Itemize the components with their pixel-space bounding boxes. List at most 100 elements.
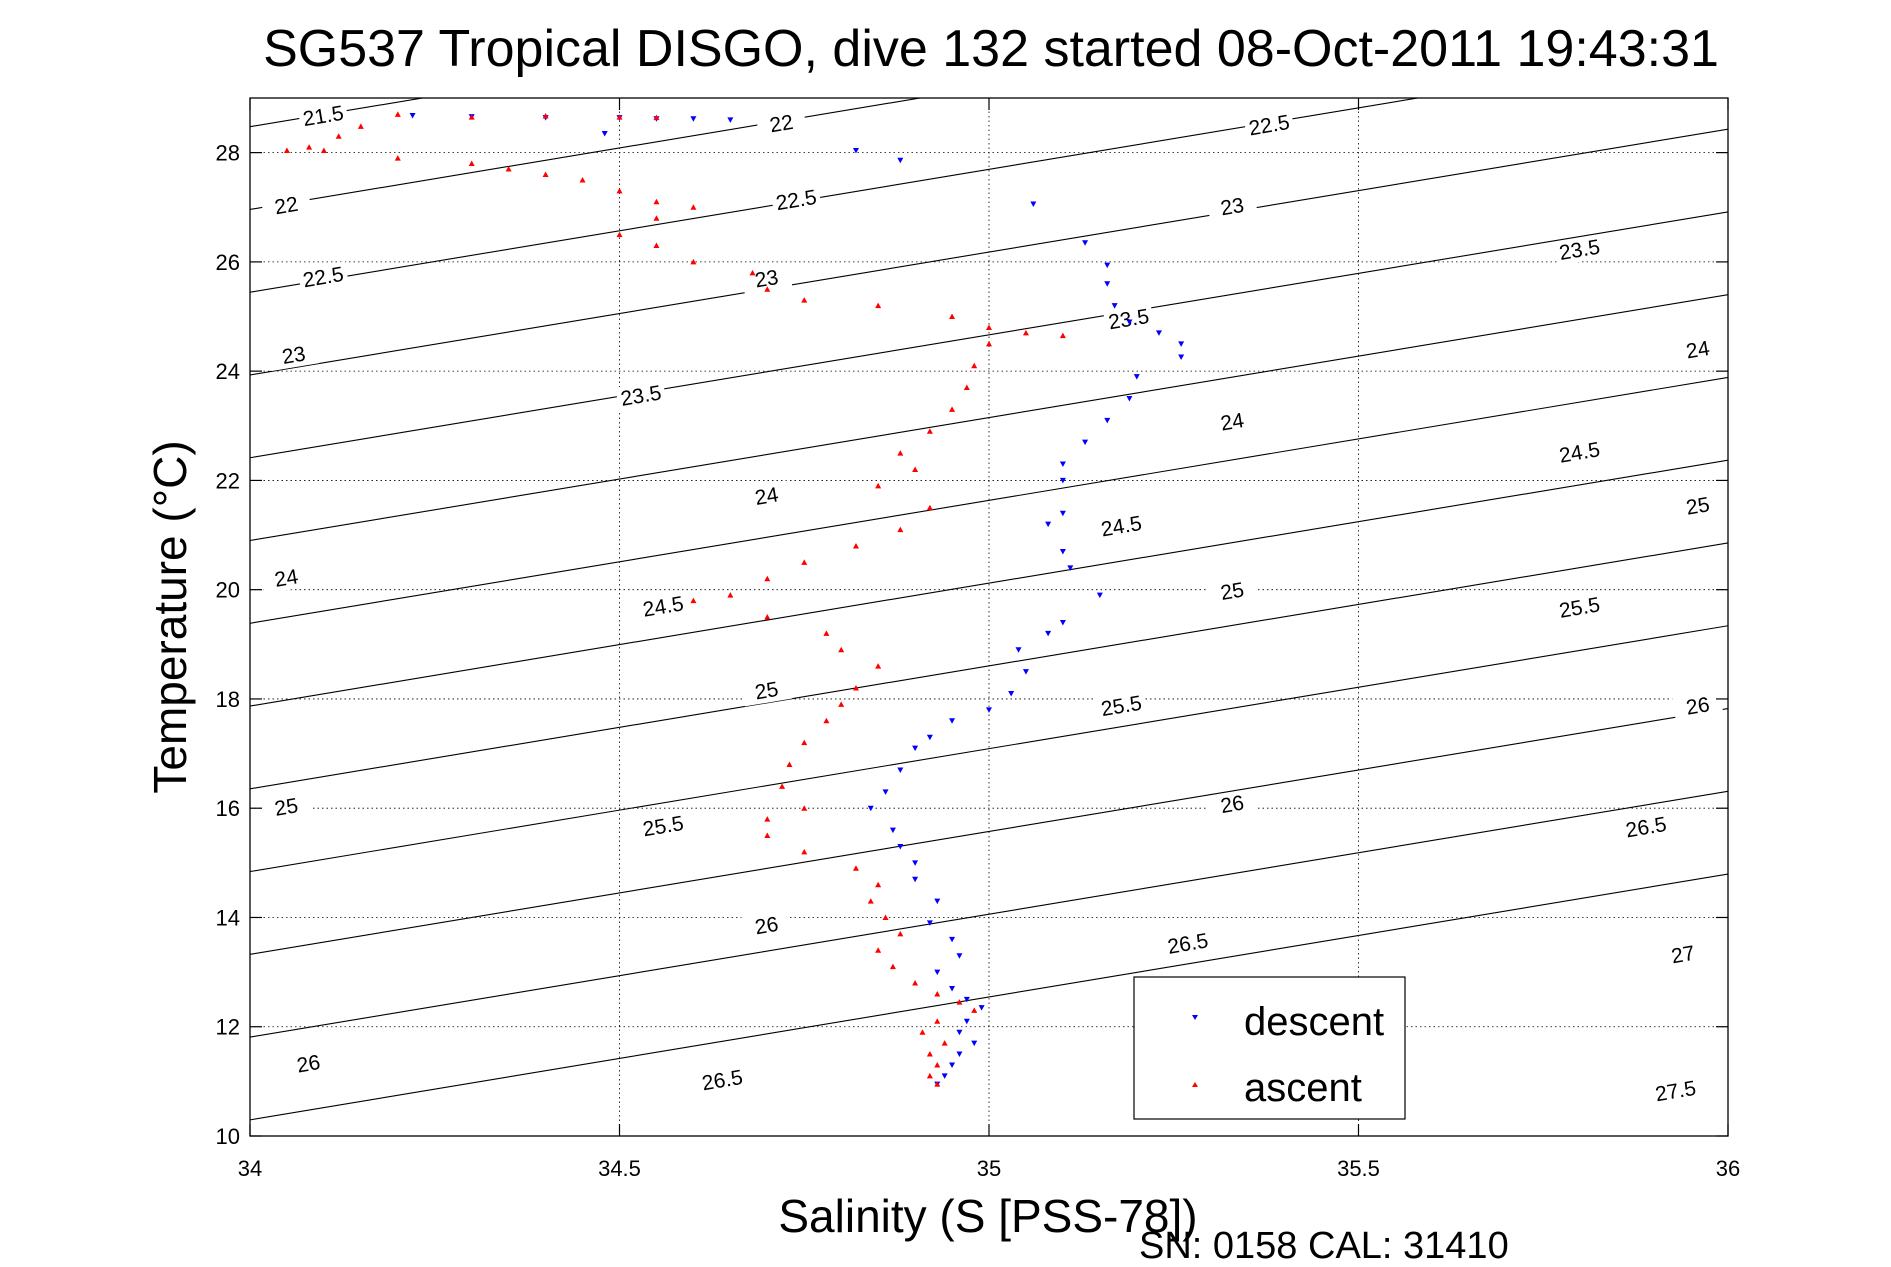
ascent-point xyxy=(749,269,756,276)
ascent-point xyxy=(616,231,623,238)
ascent-point xyxy=(912,980,919,986)
descent-point xyxy=(1096,592,1103,599)
contour-label-background xyxy=(1206,788,1258,821)
contour-label-background xyxy=(1672,690,1724,722)
descent-point xyxy=(986,707,992,713)
descent-point xyxy=(1015,647,1022,653)
ascent-point xyxy=(394,155,401,161)
contour-label: 26 xyxy=(1672,690,1724,722)
ascent-point xyxy=(986,324,992,330)
descent-point xyxy=(926,734,933,741)
descent-point xyxy=(1059,510,1066,517)
ascent-point xyxy=(941,1040,948,1046)
descent-point xyxy=(941,1073,948,1079)
descent-point xyxy=(949,1062,956,1068)
ascent-point xyxy=(897,450,904,456)
ascent-point xyxy=(875,482,882,489)
contour-label-background xyxy=(1553,233,1606,266)
descent-point xyxy=(956,953,963,959)
contour-label: 22 xyxy=(755,107,808,140)
ascent-point xyxy=(949,406,956,412)
descent-point xyxy=(889,827,896,834)
ascent-point xyxy=(764,286,771,292)
legend-ascent-marker xyxy=(1192,1082,1198,1087)
ascent-point xyxy=(690,204,697,210)
ascent-point xyxy=(320,147,327,153)
contour-label-background xyxy=(268,339,320,371)
descent-point xyxy=(409,112,416,119)
descent-point xyxy=(949,985,956,992)
y-tick-label: 14 xyxy=(216,905,240,930)
ascent-point xyxy=(727,592,734,598)
ascent-point xyxy=(875,663,882,669)
legend-ascent-label: ascent xyxy=(1244,1066,1362,1110)
descent-point xyxy=(956,1051,963,1058)
ascent-point xyxy=(934,1081,941,1087)
contour-label-text: 25 xyxy=(1219,578,1246,605)
contour-label-background xyxy=(260,562,312,594)
y-axis-label: Temperature (°C) xyxy=(144,440,196,793)
ascent-point xyxy=(801,559,808,565)
contour-label: 27 xyxy=(1657,938,1709,971)
ascent-point xyxy=(653,215,660,221)
contour-label: 24 xyxy=(740,480,793,512)
ascent-point xyxy=(852,685,859,691)
descent-point xyxy=(1178,354,1185,360)
ascent-point xyxy=(505,166,512,172)
contour-label-background xyxy=(1162,927,1214,960)
ascent-point xyxy=(283,147,290,153)
contour-label-background xyxy=(770,184,822,216)
ascent-point xyxy=(889,963,896,970)
isopycnal-line xyxy=(250,128,1728,376)
ascent-point xyxy=(468,160,475,167)
contour-label: 24 xyxy=(1672,333,1724,366)
ascent-point xyxy=(934,990,941,997)
contour-label-background xyxy=(1095,690,1148,722)
axis-ticks: 34 34.5 35 35.5 36 10 12 14 16 18 20 22 24 26 28 xyxy=(216,98,1740,1181)
y-tick-label: 18 xyxy=(216,687,240,712)
contour-label-background xyxy=(297,100,349,132)
contour-label-text: 26 xyxy=(753,913,780,940)
ascent-point xyxy=(542,171,549,177)
ascent-point xyxy=(986,340,992,347)
contour-label-background xyxy=(615,379,667,412)
descent-point xyxy=(926,920,933,926)
ascent-point xyxy=(875,947,882,953)
contour-label-background xyxy=(1206,406,1258,438)
contour-label-text: 25 xyxy=(273,794,300,821)
contour-label: 25 xyxy=(260,791,312,823)
ascent-point xyxy=(779,783,786,789)
isopycnal-line xyxy=(250,459,1728,707)
descent-point xyxy=(1155,330,1162,336)
descent-point xyxy=(978,1005,985,1011)
y-tick-label: 28 xyxy=(216,141,240,166)
contour-label-background xyxy=(1672,333,1724,366)
descent-point xyxy=(1104,417,1111,424)
ascent-point xyxy=(926,504,933,511)
contour-label-text: 23 xyxy=(1219,194,1246,221)
contour-label-background xyxy=(755,107,808,140)
descent-point xyxy=(1178,341,1185,347)
contour-label-text: 24 xyxy=(273,565,300,592)
contour-label-background xyxy=(1206,575,1258,607)
contour-label: 25.5 xyxy=(1095,690,1148,722)
descent-point xyxy=(897,843,904,850)
contour-label: 23 xyxy=(740,262,793,295)
isopycnal-line xyxy=(250,98,924,210)
contour-label-text: 25 xyxy=(753,678,780,705)
descent-point xyxy=(1059,548,1066,555)
ascent-point xyxy=(971,362,978,369)
descent-point xyxy=(971,1040,978,1047)
contour-label-text: 26 xyxy=(1684,693,1711,720)
ascent-point xyxy=(897,930,904,937)
descent-point xyxy=(897,157,904,164)
ascent-point xyxy=(919,1029,926,1035)
ascent-point xyxy=(934,1061,941,1068)
descent-point xyxy=(1059,619,1066,626)
contour-label: 25 xyxy=(1672,490,1724,522)
y-tick-label: 20 xyxy=(216,578,240,603)
ascent-point xyxy=(801,805,808,811)
ascent-point xyxy=(1059,332,1066,339)
